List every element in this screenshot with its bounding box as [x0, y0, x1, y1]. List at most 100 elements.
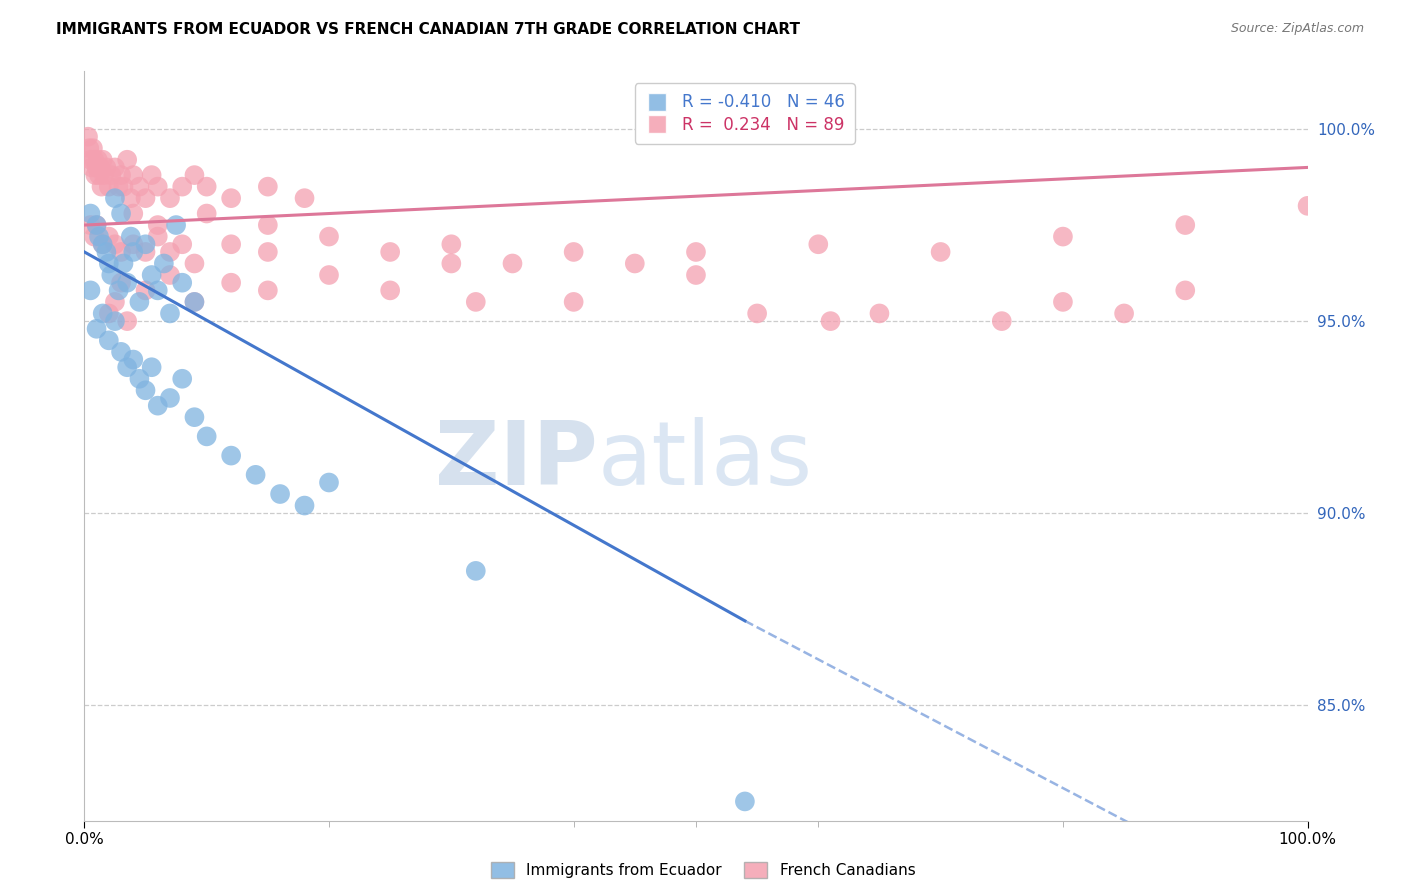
Point — [79, 218, 101, 232]
Point — [172, 372, 194, 386]
Point — [77, 141, 100, 155]
Point — [257, 218, 280, 232]
Point — [104, 314, 127, 328]
Point — [120, 229, 142, 244]
Point — [110, 206, 132, 220]
Point — [318, 268, 340, 282]
Point — [159, 191, 181, 205]
Point — [79, 206, 101, 220]
Point — [91, 153, 114, 167]
Point — [146, 179, 169, 194]
Point — [440, 256, 463, 270]
Point — [685, 244, 707, 259]
Point — [112, 256, 135, 270]
Point — [79, 153, 101, 167]
Point — [135, 237, 157, 252]
Point — [110, 344, 132, 359]
Point — [183, 294, 205, 309]
Point — [135, 384, 157, 398]
Point — [1052, 294, 1074, 309]
Point — [159, 306, 181, 320]
Point — [172, 276, 194, 290]
Point — [172, 179, 194, 194]
Text: IMMIGRANTS FROM ECUADOR VS FRENCH CANADIAN 7TH GRADE CORRELATION CHART: IMMIGRANTS FROM ECUADOR VS FRENCH CANADI… — [56, 22, 800, 37]
Point — [110, 168, 132, 182]
Point — [440, 237, 463, 252]
Point — [195, 206, 218, 220]
Point — [1052, 229, 1074, 244]
Point — [122, 237, 145, 252]
Point — [97, 179, 120, 194]
Point — [153, 256, 176, 270]
Point — [685, 268, 707, 282]
Point — [929, 244, 952, 259]
Point — [122, 206, 145, 220]
Point — [128, 372, 150, 386]
Point — [115, 314, 138, 328]
Point — [84, 168, 107, 182]
Point — [122, 168, 145, 182]
Point — [97, 256, 120, 270]
Point — [141, 168, 163, 182]
Point — [86, 161, 108, 175]
Point — [1114, 306, 1136, 320]
Point — [195, 179, 218, 194]
Point — [120, 191, 142, 205]
Point — [820, 314, 842, 328]
Point — [159, 268, 181, 282]
Point — [219, 191, 242, 205]
Point — [146, 229, 169, 244]
Point — [257, 284, 280, 298]
Point — [91, 306, 114, 320]
Point — [87, 168, 110, 182]
Point — [869, 306, 891, 320]
Text: ZIP: ZIP — [436, 417, 598, 505]
Point — [83, 153, 105, 167]
Point — [96, 161, 118, 175]
Point — [159, 244, 181, 259]
Point — [135, 284, 157, 298]
Point — [380, 244, 402, 259]
Point — [107, 179, 129, 194]
Point — [294, 499, 316, 513]
Point — [122, 352, 145, 367]
Point — [464, 564, 486, 578]
Point — [165, 218, 187, 232]
Point — [135, 244, 157, 259]
Point — [183, 168, 205, 182]
Point — [807, 237, 830, 252]
Point — [502, 256, 524, 270]
Point — [104, 294, 127, 309]
Point — [110, 244, 132, 259]
Point — [86, 218, 108, 232]
Point — [257, 244, 280, 259]
Point — [183, 294, 205, 309]
Point — [91, 237, 114, 252]
Point — [87, 229, 110, 244]
Point — [80, 161, 103, 175]
Point — [90, 179, 112, 194]
Point — [83, 229, 105, 244]
Point — [219, 449, 242, 463]
Point — [146, 218, 169, 232]
Point — [77, 129, 100, 144]
Point — [269, 487, 291, 501]
Point — [96, 244, 118, 259]
Point — [245, 467, 267, 482]
Point — [1174, 218, 1197, 232]
Point — [86, 218, 108, 232]
Point — [562, 294, 585, 309]
Point — [146, 284, 169, 298]
Point — [380, 284, 402, 298]
Point — [747, 306, 769, 320]
Point — [195, 429, 218, 443]
Point — [93, 168, 115, 182]
Point — [294, 191, 316, 205]
Point — [562, 244, 585, 259]
Legend: Immigrants from Ecuador, French Canadians: Immigrants from Ecuador, French Canadian… — [485, 856, 921, 884]
Point — [104, 161, 127, 175]
Point — [1174, 284, 1197, 298]
Point — [97, 229, 120, 244]
Point — [146, 399, 169, 413]
Point — [257, 179, 280, 194]
